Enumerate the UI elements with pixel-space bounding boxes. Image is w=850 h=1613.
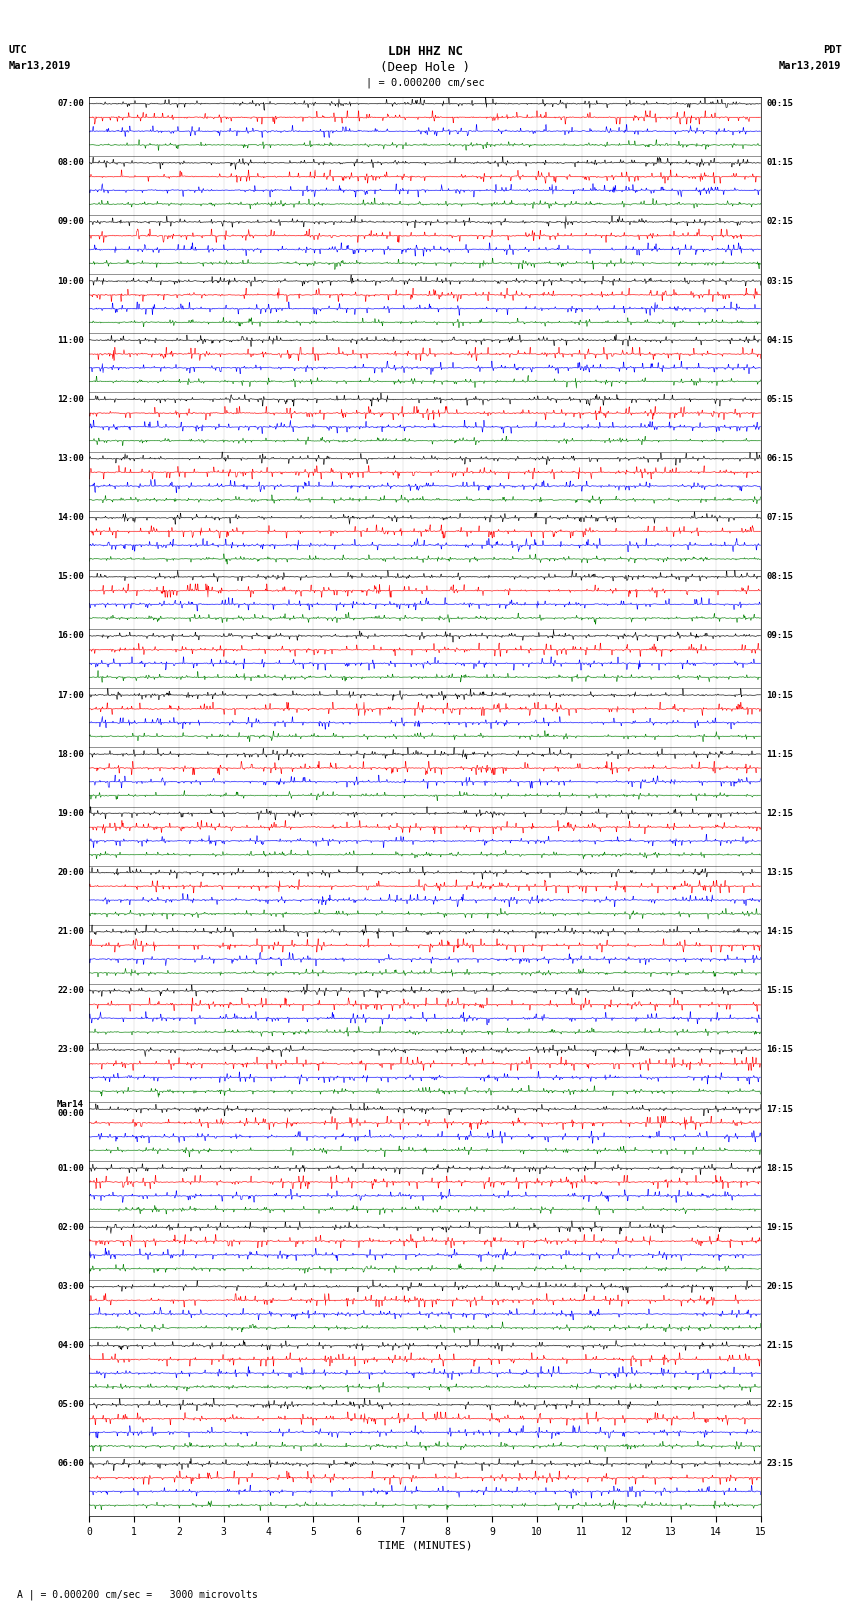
Text: 02:15: 02:15 xyxy=(766,218,793,226)
X-axis label: TIME (MINUTES): TIME (MINUTES) xyxy=(377,1540,473,1550)
Text: PDT: PDT xyxy=(823,45,842,55)
Text: 17:00: 17:00 xyxy=(57,690,84,700)
Text: 09:15: 09:15 xyxy=(766,631,793,640)
Text: 12:00: 12:00 xyxy=(57,395,84,403)
Text: 05:15: 05:15 xyxy=(766,395,793,403)
Text: 01:15: 01:15 xyxy=(766,158,793,168)
Text: 14:00: 14:00 xyxy=(57,513,84,523)
Text: 23:00: 23:00 xyxy=(57,1045,84,1055)
Text: 20:15: 20:15 xyxy=(766,1282,793,1290)
Text: 15:15: 15:15 xyxy=(766,986,793,995)
Text: 21:15: 21:15 xyxy=(766,1340,793,1350)
Text: 02:00: 02:00 xyxy=(57,1223,84,1232)
Text: 22:00: 22:00 xyxy=(57,986,84,995)
Text: 08:15: 08:15 xyxy=(766,573,793,581)
Text: 12:15: 12:15 xyxy=(766,808,793,818)
Text: 10:00: 10:00 xyxy=(57,276,84,286)
Text: 14:15: 14:15 xyxy=(766,927,793,936)
Text: 23:15: 23:15 xyxy=(766,1460,793,1468)
Text: 06:15: 06:15 xyxy=(766,453,793,463)
Text: 00:15: 00:15 xyxy=(766,98,793,108)
Text: Mar14
00:00: Mar14 00:00 xyxy=(57,1100,84,1118)
Text: 18:15: 18:15 xyxy=(766,1163,793,1173)
Text: 18:00: 18:00 xyxy=(57,750,84,758)
Text: 22:15: 22:15 xyxy=(766,1400,793,1410)
Text: 07:00: 07:00 xyxy=(57,98,84,108)
Text: 19:00: 19:00 xyxy=(57,808,84,818)
Text: 07:15: 07:15 xyxy=(766,513,793,523)
Text: | = 0.000200 cm/sec: | = 0.000200 cm/sec xyxy=(366,77,484,89)
Text: A | = 0.000200 cm/sec =   3000 microvolts: A | = 0.000200 cm/sec = 3000 microvolts xyxy=(17,1589,258,1600)
Text: LDH HHZ NC: LDH HHZ NC xyxy=(388,45,462,58)
Text: 06:00: 06:00 xyxy=(57,1460,84,1468)
Text: 16:15: 16:15 xyxy=(766,1045,793,1055)
Text: 21:00: 21:00 xyxy=(57,927,84,936)
Text: 17:15: 17:15 xyxy=(766,1105,793,1113)
Text: 20:00: 20:00 xyxy=(57,868,84,877)
Text: 01:00: 01:00 xyxy=(57,1163,84,1173)
Text: 04:00: 04:00 xyxy=(57,1340,84,1350)
Text: (Deep Hole ): (Deep Hole ) xyxy=(380,61,470,74)
Text: 11:00: 11:00 xyxy=(57,336,84,345)
Text: Mar13,2019: Mar13,2019 xyxy=(779,61,842,71)
Text: 16:00: 16:00 xyxy=(57,631,84,640)
Text: 05:00: 05:00 xyxy=(57,1400,84,1410)
Text: 08:00: 08:00 xyxy=(57,158,84,168)
Text: 03:00: 03:00 xyxy=(57,1282,84,1290)
Text: 11:15: 11:15 xyxy=(766,750,793,758)
Text: 15:00: 15:00 xyxy=(57,573,84,581)
Text: 09:00: 09:00 xyxy=(57,218,84,226)
Text: 04:15: 04:15 xyxy=(766,336,793,345)
Text: 19:15: 19:15 xyxy=(766,1223,793,1232)
Text: Mar13,2019: Mar13,2019 xyxy=(8,61,71,71)
Text: 10:15: 10:15 xyxy=(766,690,793,700)
Text: 13:15: 13:15 xyxy=(766,868,793,877)
Text: 03:15: 03:15 xyxy=(766,276,793,286)
Text: 13:00: 13:00 xyxy=(57,453,84,463)
Text: UTC: UTC xyxy=(8,45,27,55)
